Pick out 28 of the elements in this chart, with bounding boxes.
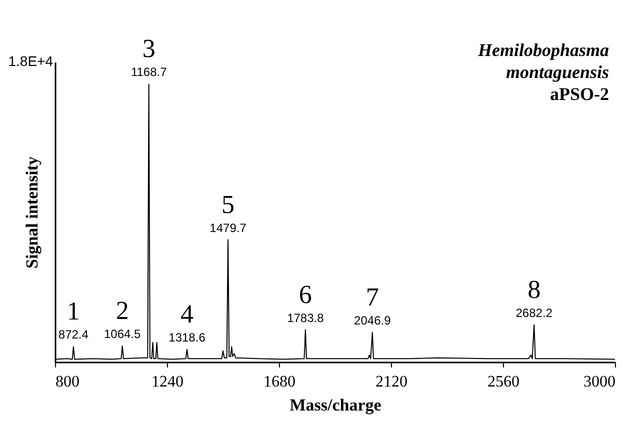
annotation: 5 [222, 190, 235, 219]
annotation: 1318.6 [168, 330, 206, 344]
annotation: aPSO-2 [550, 84, 609, 104]
annotation: 8 [528, 274, 541, 304]
x-tick-label: 1240 [152, 374, 184, 390]
annotation: 4 [180, 300, 194, 328]
text: Hemilobophasma [476, 40, 609, 60]
annotation: 1479.7 [210, 220, 247, 235]
annotation: 6 [298, 280, 312, 309]
annotation: 2 [116, 296, 129, 325]
x-tick-label: 1680 [264, 374, 296, 390]
x-tick-label: 800 [56, 374, 80, 390]
annotation: 3 [142, 34, 156, 64]
annotation: 1783.8 [287, 310, 324, 325]
annotation: 7 [366, 282, 379, 312]
x-tick-label: 2120 [376, 374, 408, 390]
x-tick-label: 2560 [488, 374, 520, 390]
annotation: 1064.5 [104, 326, 142, 341]
annotation: 1168.7 [130, 65, 168, 80]
annotation: 1 [66, 296, 80, 326]
x-tick-label: 3000 [584, 374, 616, 390]
y-axis-title: Signal intensity [22, 156, 42, 268]
text: 1.8E+4 [8, 53, 54, 69]
annotation: 2682.2 [516, 306, 553, 320]
annotation: 872.4 [58, 328, 89, 342]
x-axis-title: Mass/charge [290, 396, 382, 414]
text: montaguensis [506, 62, 609, 82]
annotation: 2046.9 [354, 314, 392, 328]
